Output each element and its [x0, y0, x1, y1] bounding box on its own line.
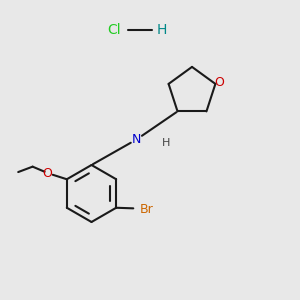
Text: N: N: [132, 133, 141, 146]
Text: H: H: [157, 23, 167, 37]
Text: O: O: [215, 76, 224, 89]
Text: Cl: Cl: [107, 23, 121, 37]
Text: O: O: [43, 167, 52, 180]
Text: H: H: [162, 137, 171, 148]
Text: Br: Br: [139, 203, 153, 216]
